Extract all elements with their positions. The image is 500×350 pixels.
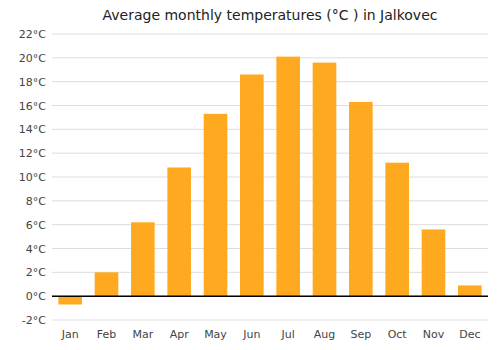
y-tick-label: 10°C: [19, 171, 46, 184]
grid-line: [52, 153, 488, 154]
grid-line: [52, 57, 488, 58]
grid-line: [52, 81, 488, 82]
grid-line: [52, 34, 488, 35]
bar: [313, 63, 337, 297]
y-tick-label: 18°C: [19, 76, 46, 89]
x-tick-label: May: [204, 328, 227, 341]
y-tick-label: 20°C: [19, 52, 46, 65]
y-tick-label: 6°C: [26, 219, 46, 232]
bar: [204, 114, 228, 296]
y-tick-label: -2°C: [22, 314, 46, 327]
y-tick-label: 12°C: [19, 147, 46, 160]
chart: Average monthly temperatures (°C ) in Ja…: [0, 0, 500, 350]
grid-line: [52, 129, 488, 130]
grid-line: [52, 177, 488, 178]
y-tick-label: 2°C: [26, 266, 46, 279]
y-tick-label: 4°C: [26, 243, 46, 256]
x-tick-label: Sep: [350, 328, 371, 341]
bar: [95, 272, 119, 296]
x-tick-label: Mar: [132, 328, 153, 341]
title: Average monthly temperatures (°C ) in Ja…: [103, 7, 438, 23]
zero-line: [52, 295, 488, 297]
bar: [131, 222, 155, 296]
x-tick-label: Dec: [459, 328, 480, 341]
x-tick-label: Oct: [388, 328, 408, 341]
y-tick-label: 16°C: [19, 100, 46, 113]
x-tick-label: Feb: [97, 328, 116, 341]
y-tick-label: 14°C: [19, 123, 46, 136]
y-axis: -2°C 0°C 2°C 4°C 6°C 8°C 10°C 12°C 14°C 16°C 18°C 2…: [19, 28, 46, 327]
x-tick-label: Apr: [170, 328, 190, 341]
grid-line: [52, 320, 488, 321]
x-axis: Jan Feb Mar Apr May Jun Jul Aug Sep Oct Nov Dec: [61, 328, 481, 341]
grid: [52, 34, 488, 320]
x-tick-label: Aug: [314, 328, 335, 341]
x-tick-label: Jun: [242, 328, 260, 341]
bar: [276, 57, 300, 297]
bar: [349, 102, 373, 296]
x-tick-label: Jan: [61, 328, 79, 341]
grid-line: [52, 200, 488, 201]
y-tick-label: 0°C: [26, 290, 46, 303]
y-tick-label: 8°C: [26, 195, 46, 208]
bar: [58, 296, 82, 304]
bar: [240, 75, 264, 297]
grid-line: [52, 296, 488, 297]
x-tick-label: Nov: [423, 328, 445, 341]
bar: [422, 229, 446, 296]
bar: [458, 285, 482, 296]
x-tick-label: Jul: [281, 328, 295, 341]
chart-container: Average monthly temperatures (°C ) in Ja…: [0, 0, 500, 350]
bar: [385, 163, 409, 296]
bars: [52, 57, 488, 305]
grid-line: [52, 224, 488, 225]
bar: [167, 167, 191, 296]
y-tick-label: 22°C: [19, 28, 46, 41]
grid-line: [52, 105, 488, 106]
